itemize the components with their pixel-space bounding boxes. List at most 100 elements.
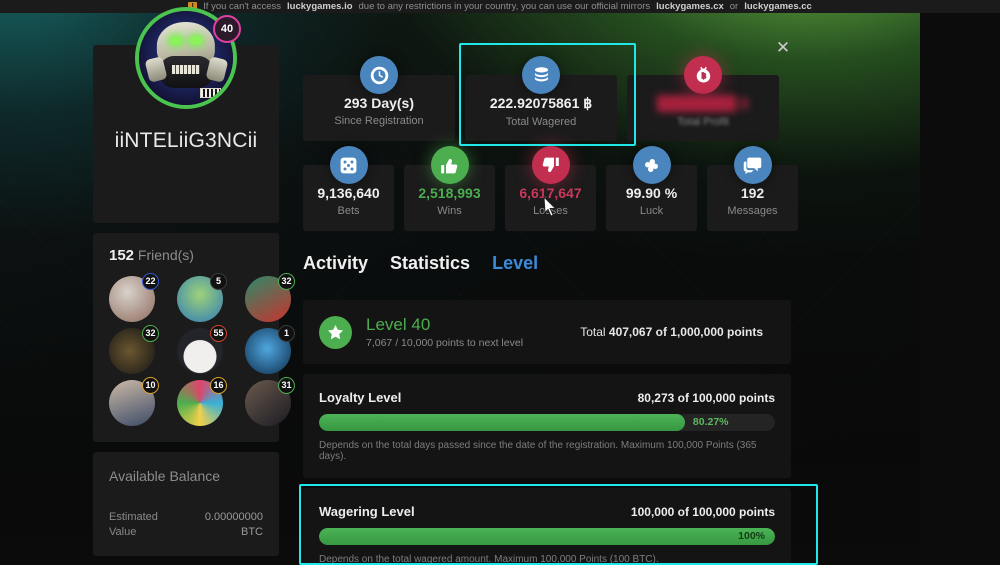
banner-domain-primary[interactable]: luckygames.io	[287, 1, 353, 12]
loyalty-level-title: Loyalty Level	[319, 390, 402, 405]
stats-row-middle: 9,136,640 Bets 2,518,993 Wins 6,617,647 …	[303, 146, 798, 231]
loyalty-level-note: Depends on the total days passed since t…	[319, 440, 757, 462]
level-title: Level 40	[366, 315, 431, 334]
stat-value: 293 Day(s)	[343, 95, 415, 111]
tab-level[interactable]: Level	[492, 253, 539, 273]
friend-level-badge: 10	[142, 377, 159, 394]
thumbs-up-icon	[430, 146, 469, 184]
avatar[interactable]: 40	[135, 7, 241, 109]
stat-value: 2,518,993	[418, 185, 481, 201]
friend-level-badge: 32	[142, 325, 159, 342]
skull-gasmask-avatar-icon	[135, 7, 237, 109]
mirror-notice-banner: If you can't access luckygames.io due to…	[0, 0, 1000, 13]
mouse-cursor	[543, 195, 558, 222]
friends-label: Friend(s)	[137, 247, 194, 263]
balance-row: Estimated Value 0.00000000 BTC	[109, 510, 263, 540]
close-icon[interactable]: ✕	[775, 38, 791, 57]
wagering-progress-bar: 100%	[319, 528, 775, 545]
stat-card-wins[interactable]: 2,518,993 Wins	[404, 146, 495, 231]
level-summary-card: Level 40 7,067 / 10,000 points to next l…	[303, 300, 791, 364]
tab-statistics[interactable]: Statistics	[390, 253, 471, 273]
stat-value: 6,617,647	[519, 185, 582, 201]
warning-icon	[188, 2, 198, 11]
level-total-value: 407,067 of 1,000,000 points	[608, 325, 763, 339]
clover-icon	[632, 146, 671, 184]
friend-avatar-1[interactable]: 22	[109, 273, 159, 322]
loyalty-level-points: 80,273 of 100,000 points	[637, 391, 775, 405]
friends-grid: 22 5 32 32 55	[109, 273, 295, 426]
friend-level-badge: 16	[210, 377, 227, 394]
friends-card: 152 Friend(s) 22 5 32 32	[93, 233, 295, 442]
stat-value: 9,136,640	[317, 185, 380, 201]
thumbs-down-icon	[531, 146, 570, 184]
wagering-level-note: Depends on the total wagered amount. Max…	[319, 554, 659, 565]
loyalty-level-card: Loyalty Level 80,273 of 100,000 points 8…	[303, 374, 791, 478]
left-column: 40 iiNTELiiG3NCii 152 Friend(s) 22 5	[93, 7, 295, 556]
friend-level-badge: 31	[278, 377, 295, 394]
estimated-value: 0.00000000 BTC	[204, 511, 263, 538]
banner-text-or: or	[729, 1, 739, 12]
friend-avatar-7[interactable]: 10	[109, 377, 159, 426]
friend-avatar-4[interactable]: 32	[109, 325, 159, 374]
tab-activity[interactable]: Activity	[303, 253, 369, 273]
banner-domain-mirror-2[interactable]: luckygames.cc	[744, 1, 812, 12]
stat-label: Bets	[337, 205, 360, 217]
friend-avatar-3[interactable]: 32	[245, 273, 295, 322]
balance-title: Available Balance	[109, 468, 221, 484]
stat-value: 99.90 %	[625, 185, 678, 201]
friend-avatar-6[interactable]: 1	[245, 325, 295, 374]
stat-card-since-registration[interactable]: 293 Day(s) Since Registration	[303, 56, 455, 141]
banner-domain-mirror-1[interactable]: luckygames.cx	[656, 1, 724, 12]
tab-bar: Activity Statistics Level	[303, 253, 538, 274]
dice-icon	[329, 146, 368, 184]
stat-label: Total Profit	[677, 116, 729, 128]
stats-row-top: 293 Day(s) Since Registration 222.920758…	[303, 56, 779, 141]
stat-value: ████████ ฿	[656, 95, 750, 111]
friend-level-badge: 55	[210, 325, 227, 342]
profile-card: 40 iiNTELiiG3NCii	[93, 7, 279, 223]
wagering-progress-fill	[319, 528, 775, 545]
stat-label: Since Registration	[334, 115, 424, 127]
friend-avatar-9[interactable]: 31	[245, 377, 295, 426]
friend-level-badge: 1	[278, 325, 295, 342]
friend-avatar-2[interactable]: 5	[177, 273, 227, 322]
coins-stack-icon	[522, 56, 560, 94]
stat-card-bets[interactable]: 9,136,640 Bets	[303, 146, 394, 231]
stat-label: Total Wagered	[505, 116, 577, 128]
stat-value: 192	[740, 185, 765, 201]
stat-value: 222.92075861 ฿	[489, 95, 593, 111]
level-total-points: Total 407,067 of 1,000,000 points	[580, 325, 763, 339]
available-balance-card: Available Balance Estimated Value 0.0000…	[93, 452, 279, 556]
messages-icon	[733, 146, 772, 184]
star-icon	[319, 315, 352, 349]
level-badge: 40	[213, 15, 241, 43]
friends-header: 152 Friend(s)	[109, 247, 263, 264]
loyalty-progress-bar: 80.27%	[319, 414, 775, 431]
username: iiNTELiiG3NCii	[114, 129, 258, 152]
banner-text-pre: If you can't access	[203, 1, 282, 12]
stat-card-total-wagered[interactable]: 222.92075861 ฿ Total Wagered	[465, 56, 617, 141]
banner-text-mid: due to any restrictions in your country,…	[358, 1, 651, 12]
friend-avatar-5[interactable]: 55	[177, 325, 227, 374]
friend-level-badge: 5	[210, 273, 227, 290]
stat-label: Messages	[727, 205, 778, 217]
money-bag-icon	[684, 56, 722, 94]
loyalty-progress-percent: 80.27%	[692, 416, 729, 428]
level-panel: Level 40 7,067 / 10,000 points to next l…	[303, 300, 791, 565]
wagering-level-points: 100,000 of 100,000 points	[630, 505, 775, 519]
wagering-level-title: Wagering Level	[319, 504, 415, 519]
stat-card-total-profit[interactable]: ████████ ฿ Total Profit	[627, 56, 779, 141]
friend-level-badge: 32	[278, 273, 295, 290]
stat-card-losses[interactable]: 6,617,647 Losses	[505, 146, 596, 231]
stat-card-messages[interactable]: 192 Messages	[707, 146, 798, 231]
wagering-level-card: Wagering Level 100,000 of 100,000 points…	[303, 488, 791, 565]
loyalty-progress-fill	[319, 414, 686, 431]
friends-count: 152	[109, 247, 135, 264]
stat-card-luck[interactable]: 99.90 % Luck	[606, 146, 697, 231]
friend-avatar-8[interactable]: 16	[177, 377, 227, 426]
stat-label: Wins	[437, 205, 462, 217]
stat-label: Luck	[639, 205, 664, 217]
friend-level-badge: 22	[142, 273, 159, 290]
estimated-value-label: Estimated Value	[109, 511, 158, 538]
